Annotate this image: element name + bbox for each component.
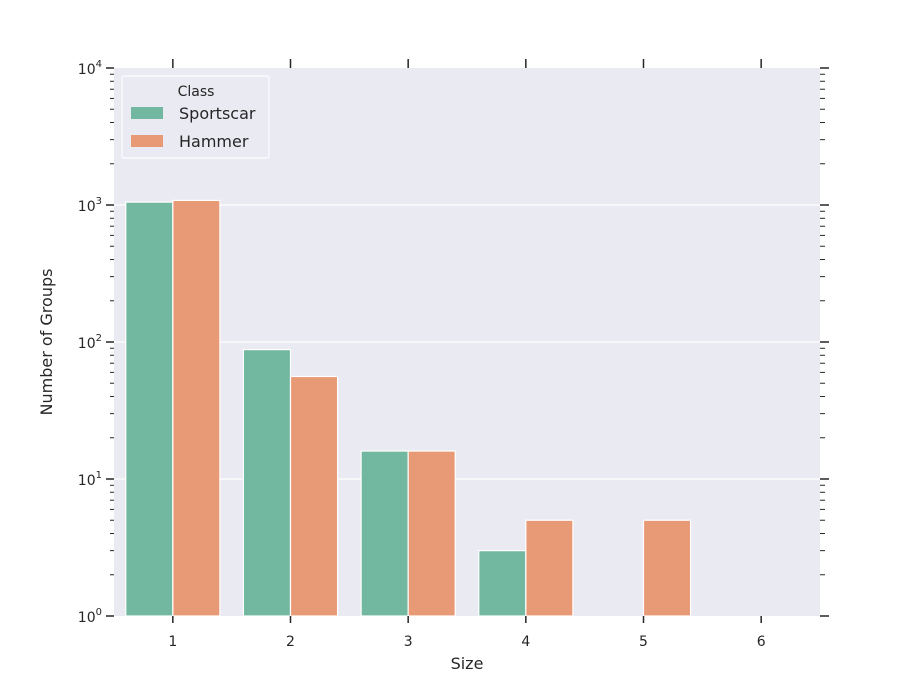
bar-sportscar bbox=[242, 349, 292, 617]
legend: Class Sportscar Hammer bbox=[121, 75, 270, 159]
y-tick-labels: 100 101 102 103 104 bbox=[78, 59, 102, 626]
bar-hammer bbox=[407, 450, 456, 617]
bar-sportscar bbox=[125, 201, 174, 617]
bar-hammer bbox=[642, 519, 692, 617]
legend-title: Class bbox=[178, 84, 215, 100]
x-axis-label: Size bbox=[451, 654, 484, 673]
x-tick-label: 1 bbox=[168, 634, 177, 650]
bar-sportscar bbox=[360, 450, 409, 617]
y-tick-label: 100 bbox=[78, 607, 102, 626]
y-tick-label: 101 bbox=[78, 470, 102, 489]
legend-label-sportscar: Sportscar bbox=[179, 104, 256, 123]
y-tick-label: 103 bbox=[78, 196, 102, 215]
bar-hammer bbox=[525, 519, 574, 617]
grid-lines bbox=[114, 204, 820, 480]
legend-swatch-sportscar bbox=[131, 107, 163, 119]
x-tick-label: 6 bbox=[757, 634, 766, 650]
x-tick-label: 3 bbox=[404, 634, 413, 650]
x-tick-label: 2 bbox=[286, 634, 295, 650]
legend-swatch-hammer bbox=[131, 135, 163, 147]
legend-label-hammer: Hammer bbox=[179, 132, 249, 151]
y-tick-label: 102 bbox=[78, 333, 102, 352]
y-tick-label: 104 bbox=[78, 59, 102, 78]
y-axis-label: Number of Groups bbox=[37, 269, 56, 416]
tick-marks bbox=[106, 59, 829, 623]
bar-sportscar bbox=[478, 550, 527, 617]
x-tick-label: 5 bbox=[639, 634, 648, 650]
x-tick-labels: 1 2 3 4 5 6 bbox=[168, 634, 765, 650]
x-tick-label: 4 bbox=[521, 634, 530, 650]
bars-group bbox=[125, 199, 692, 617]
bar-hammer bbox=[172, 199, 221, 617]
bar-hammer bbox=[289, 375, 339, 617]
